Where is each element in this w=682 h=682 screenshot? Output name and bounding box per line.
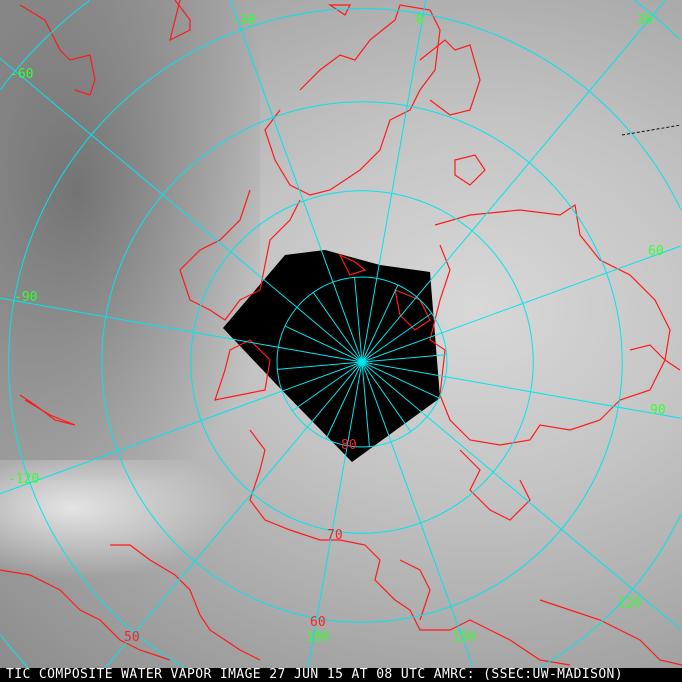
inner-meridian-spoke (332, 282, 363, 363)
no-data-polar-region (223, 250, 440, 462)
inner-meridian-spoke (277, 361, 363, 370)
longitude-label: 180 (306, 630, 330, 645)
inner-meridian-spoke (312, 292, 363, 363)
scan-line-artifact (621, 124, 682, 136)
longitude-label: 120 (618, 596, 642, 611)
inner-meridian-spoke (325, 361, 363, 440)
inner-meridian-spoke (361, 361, 440, 399)
meridian-line (305, 445, 348, 682)
inner-meridian-spoke (296, 307, 363, 363)
inner-meridian-spoke (361, 312, 432, 363)
meridian-line (445, 376, 682, 419)
inner-meridian-spoke (307, 361, 363, 428)
latitude-label: 50 (124, 630, 140, 645)
inner-meridian-spoke (292, 361, 363, 412)
inner-meridian-spoke (361, 332, 442, 363)
longitude-label: 90 (650, 403, 666, 418)
longitude-label: 150 (452, 630, 476, 645)
inner-meridian-spoke (354, 277, 363, 363)
meridian-line (0, 390, 283, 495)
longitude-label: -60 (10, 67, 34, 82)
inner-meridian-spoke (361, 354, 447, 363)
meridian-line (426, 416, 682, 631)
inner-meridian-spoke (361, 361, 370, 447)
longitude-label: 30 (637, 13, 653, 28)
meridian-line (93, 426, 308, 682)
image-caption: TIC COMPOSITE WATER VAPOR IMAGE 27 JUN 1… (0, 668, 682, 682)
longitude-label: 0 (416, 13, 424, 28)
latitude-label: 80 (341, 438, 357, 453)
longitude-label: -30 (232, 13, 256, 28)
inner-meridian-spoke (346, 361, 363, 446)
longitude-label: -120 (8, 472, 40, 487)
inner-meridian-spoke (361, 361, 428, 417)
meridian-line (0, 57, 298, 308)
latitude-circle (8, 8, 682, 682)
longitude-label: 60 (648, 244, 664, 259)
inner-meridian-spoke (361, 278, 378, 363)
meridian-line (376, 0, 427, 279)
inner-meridian-spoke (361, 361, 392, 442)
latitude-circle (190, 190, 534, 534)
inner-meridian-spoke (361, 284, 399, 363)
meridian-line (390, 441, 479, 682)
longitude-label: -90 (14, 290, 38, 305)
moist-cloud-region (0, 460, 240, 580)
inner-meridian-spoke (361, 361, 412, 432)
meridian-line (441, 245, 682, 334)
coastlines (0, 0, 682, 666)
meridian-line (0, 297, 279, 348)
inner-meridian-spoke (278, 346, 363, 363)
latitude-label: 60 (310, 615, 326, 630)
latitude-circle (276, 276, 448, 448)
latitude-label: 70 (327, 528, 343, 543)
inner-meridian-spoke (361, 361, 446, 378)
meridian-line (416, 0, 667, 298)
inner-meridian-spoke (282, 361, 363, 392)
latitude-circle (101, 101, 623, 623)
meridian-line (229, 0, 334, 283)
inner-meridian-spoke (361, 296, 417, 363)
inner-meridian-spoke (284, 325, 363, 363)
